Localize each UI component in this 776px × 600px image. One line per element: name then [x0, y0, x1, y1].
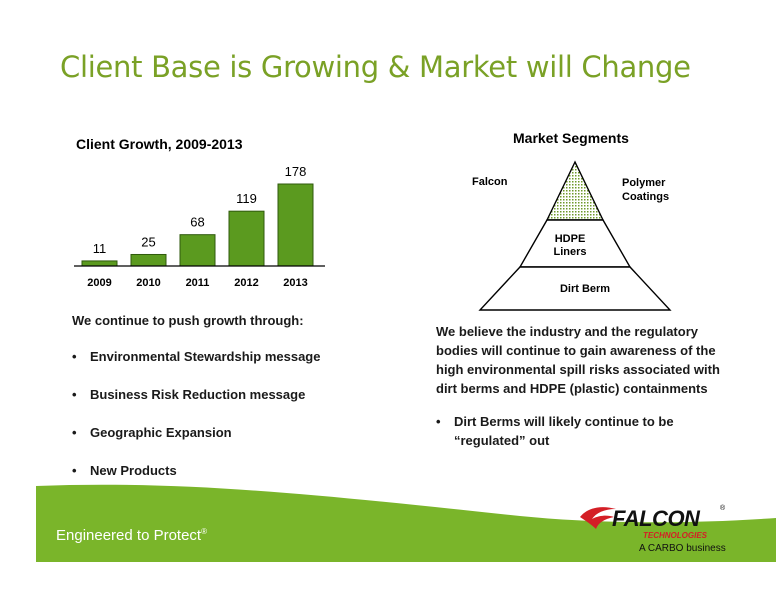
data-label-2012: 119	[236, 191, 257, 206]
market-pyramid	[478, 160, 672, 311]
list-item: Business Risk Reduction message	[72, 386, 402, 404]
data-label-2009: 11	[93, 241, 107, 256]
list-item: New Products	[72, 462, 402, 480]
data-label-2010: 25	[141, 234, 155, 249]
outlook-section: We believe the industry and the regulato…	[436, 322, 736, 450]
falcon-logo: FALCON ® TECHNOLOGIES A CARBO business	[578, 503, 728, 563]
dirt-berm-label: Dirt Berm	[559, 283, 611, 295]
growth-list: Environmental Stewardship message Busine…	[72, 348, 402, 480]
outlook-list: Dirt Berms will likely continue to be “r…	[436, 412, 736, 450]
list-item: Environmental Stewardship message	[72, 348, 402, 366]
growth-section: We continue to push growth through: Envi…	[72, 313, 402, 500]
chart-title: Client Growth, 2009-2013	[76, 136, 243, 152]
slide-title: Client Base is Growing & Market will Cha…	[60, 50, 691, 84]
falcon-label: Falcon	[472, 176, 508, 188]
tick-label-2013: 2013	[283, 277, 307, 289]
growth-intro: We continue to push growth through:	[72, 313, 304, 328]
logo-subtitle: TECHNOLOGIES	[643, 531, 708, 540]
data-label-2013: 178	[285, 164, 307, 179]
polymer-coatings-label: Polymer Coatings	[622, 177, 670, 203]
tick-label-2012: 2012	[234, 277, 258, 289]
data-label-2011: 68	[190, 215, 204, 230]
client-growth-chart: 11 2009 25 2010 68 2011 119 2012 178 2013	[74, 164, 325, 289]
bar-2010	[130, 253, 167, 267]
segments-title: Market Segments	[513, 130, 629, 146]
hdpe-liners-label: HDPE Liners	[553, 233, 587, 258]
tick-label-2010: 2010	[136, 277, 160, 289]
footer-green-band	[36, 484, 776, 562]
logo-wordmark: FALCON	[612, 506, 700, 531]
pyramid-tier-dirt	[478, 266, 672, 311]
logo-carbo-line: A CARBO business	[639, 543, 726, 554]
outlook-paragraph: We believe the industry and the regulato…	[436, 324, 720, 396]
bar-2011	[179, 234, 216, 267]
tick-label-2009: 2009	[87, 277, 111, 289]
bar-2013	[277, 183, 314, 267]
list-item: Geographic Expansion	[72, 424, 402, 442]
list-item: Dirt Berms will likely continue to be “r…	[436, 412, 736, 450]
pyramid-tier-polymer	[545, 160, 605, 221]
footer-wave-shape	[36, 484, 776, 562]
footer-tagline: Engineered to Protect®	[56, 527, 207, 544]
bar-2012	[228, 210, 265, 267]
tick-label-2011: 2011	[186, 277, 210, 289]
bar-2009	[81, 260, 118, 267]
falcon-swoosh-icon	[580, 507, 616, 529]
